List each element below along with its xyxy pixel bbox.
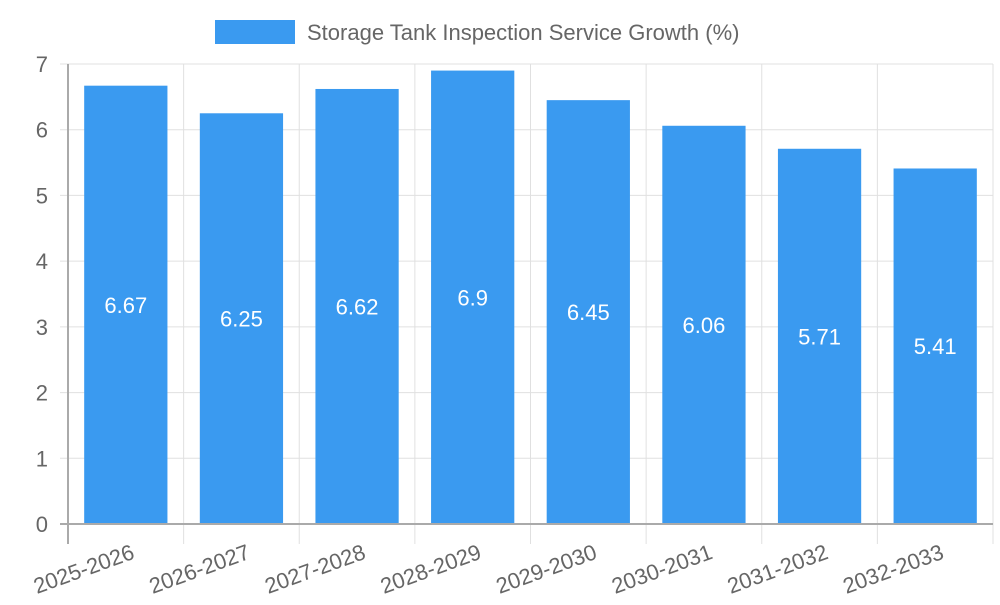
bar [84, 85, 168, 524]
x-tick-label: 2028-2029 [377, 539, 484, 598]
y-tick-label: 4 [36, 249, 48, 274]
bar [893, 168, 977, 524]
y-tick-label: 3 [36, 315, 48, 340]
bar-value-label: 6.62 [336, 294, 379, 319]
x-tick-label: 2031-2032 [724, 539, 831, 598]
bar [546, 100, 630, 525]
bar [662, 125, 746, 525]
y-tick-label: 6 [36, 118, 48, 143]
x-tick-label: 2027-2028 [261, 539, 368, 598]
y-tick-label: 0 [36, 512, 48, 537]
legend-label: Storage Tank Inspection Service Growth (… [307, 20, 739, 45]
bar-value-label: 6.45 [567, 300, 610, 325]
x-tick-label: 2025-2026 [30, 539, 137, 598]
bar-value-label: 6.67 [104, 293, 147, 318]
y-tick-label: 1 [36, 446, 48, 471]
x-tick-label: 2029-2030 [493, 539, 600, 598]
bar-value-label: 6.9 [457, 285, 488, 310]
bar [315, 88, 399, 524]
legend[interactable]: Storage Tank Inspection Service Growth (… [215, 20, 739, 45]
bar-value-label: 6.06 [683, 313, 726, 338]
bar-value-label: 5.41 [914, 334, 957, 359]
legend-swatch [215, 20, 295, 44]
bar [199, 113, 284, 525]
x-tick-label: 2026-2027 [146, 539, 253, 598]
bar [777, 148, 862, 524]
y-tick-label: 7 [36, 52, 48, 77]
x-tick-label: 2032-2033 [839, 539, 946, 598]
x-tick-label: 2030-2031 [608, 539, 715, 598]
bar [431, 70, 515, 525]
bars: 6.67 6.25 6.62 6.9 6.45 6.06 5.71 5.41 [84, 70, 977, 525]
bar-value-label: 6.25 [220, 307, 263, 332]
y-tick-label: 2 [36, 381, 48, 406]
bar-value-label: 5.71 [798, 324, 841, 349]
y-tick-label: 5 [36, 183, 48, 208]
